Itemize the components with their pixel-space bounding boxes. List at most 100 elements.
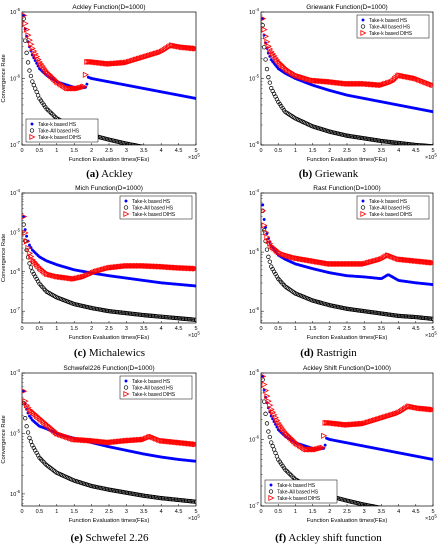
data-point bbox=[163, 263, 170, 271]
y-tick-exp: -6 bbox=[16, 489, 20, 494]
data-point bbox=[333, 79, 341, 86]
data-point bbox=[115, 60, 122, 67]
y-tick-exp: -6 bbox=[255, 435, 259, 440]
data-point bbox=[104, 439, 111, 446]
x-tick-label: 1 bbox=[55, 326, 58, 332]
data-point bbox=[110, 439, 117, 446]
data-point bbox=[270, 50, 277, 57]
data-point bbox=[392, 140, 397, 145]
data-point bbox=[170, 497, 176, 502]
data-point bbox=[278, 424, 285, 431]
data-point bbox=[85, 437, 92, 444]
data-point bbox=[407, 510, 411, 514]
data-point bbox=[62, 274, 69, 281]
data-point bbox=[26, 37, 33, 44]
data-point bbox=[182, 316, 187, 321]
data-point bbox=[377, 505, 381, 506]
data-point bbox=[186, 151, 190, 155]
data-point bbox=[410, 142, 416, 145]
data-point bbox=[163, 148, 167, 152]
legend-marker bbox=[123, 210, 130, 218]
data-point bbox=[365, 81, 372, 88]
y-tick-exp: -6 bbox=[16, 74, 20, 79]
data-point bbox=[164, 438, 171, 445]
data-point bbox=[71, 85, 78, 92]
y-axis-label: Convergence Rate bbox=[1, 415, 7, 463]
data-point bbox=[266, 254, 271, 259]
data-point bbox=[353, 260, 360, 267]
x-tick-label: 2.5 bbox=[343, 509, 351, 515]
data-point bbox=[22, 388, 28, 394]
caption-a: (a) Ackley bbox=[86, 168, 133, 180]
data-point bbox=[370, 81, 377, 88]
data-point bbox=[331, 79, 338, 86]
data-point bbox=[421, 258, 428, 265]
data-point bbox=[431, 110, 433, 114]
data-point bbox=[38, 416, 45, 423]
data-point bbox=[136, 312, 141, 317]
data-point bbox=[284, 431, 291, 438]
x-tick-label: 1 bbox=[55, 509, 58, 515]
data-point bbox=[25, 60, 31, 65]
data-point bbox=[375, 81, 382, 88]
data-point bbox=[150, 313, 156, 319]
data-point bbox=[108, 439, 115, 446]
data-point bbox=[328, 78, 335, 85]
data-point bbox=[42, 420, 49, 427]
data-point bbox=[328, 260, 335, 267]
data-point bbox=[358, 260, 365, 267]
data-point bbox=[102, 439, 110, 446]
data-point bbox=[430, 406, 433, 413]
x-tick-label: 0.5 bbox=[36, 148, 44, 154]
data-point bbox=[154, 147, 158, 151]
data-point bbox=[156, 263, 163, 270]
y-tick-exp: -4 bbox=[16, 368, 20, 373]
y-tick-label: 10-5 bbox=[10, 227, 21, 236]
data-point bbox=[139, 312, 144, 318]
data-point bbox=[401, 314, 406, 319]
data-point bbox=[312, 258, 319, 265]
y-tick-label: 10-5 bbox=[10, 428, 21, 437]
data-point bbox=[105, 60, 112, 67]
x-tick-label: 5 bbox=[431, 326, 434, 332]
data-point bbox=[164, 264, 171, 271]
data-point bbox=[122, 310, 127, 316]
legend-marker bbox=[360, 24, 366, 29]
x-tick-label: 4 bbox=[397, 326, 400, 332]
data-point bbox=[127, 142, 133, 145]
data-point bbox=[193, 441, 196, 448]
data-point bbox=[274, 56, 281, 64]
x-tick-label: 0.5 bbox=[274, 509, 282, 515]
data-point bbox=[158, 263, 166, 270]
data-point bbox=[154, 263, 161, 270]
data-point bbox=[308, 257, 315, 264]
legend-label: Take-k based DIHS bbox=[369, 212, 413, 218]
y-tick-label: 10-5 bbox=[249, 247, 260, 256]
data-point bbox=[115, 263, 122, 270]
data-point bbox=[162, 496, 167, 501]
y-tick-exp: -6 bbox=[255, 140, 259, 145]
data-point bbox=[263, 411, 268, 416]
data-point bbox=[138, 144, 142, 145]
data-point bbox=[430, 82, 433, 89]
data-point bbox=[140, 312, 146, 318]
data-point bbox=[425, 143, 430, 145]
data-point bbox=[165, 496, 170, 501]
x-tick-label: 0 bbox=[259, 509, 262, 515]
data-point bbox=[113, 438, 120, 445]
series-triangle bbox=[22, 12, 196, 92]
data-point bbox=[261, 228, 267, 233]
y-tick-exp: -5 bbox=[255, 74, 259, 79]
x-tick-label: 0.5 bbox=[274, 326, 282, 332]
data-point bbox=[134, 262, 141, 269]
data-point bbox=[165, 149, 169, 153]
data-point bbox=[411, 257, 419, 264]
x-tick-label: 0 bbox=[20, 326, 23, 332]
data-point bbox=[359, 80, 366, 87]
data-point bbox=[420, 512, 424, 516]
data-point bbox=[335, 260, 342, 267]
data-point bbox=[39, 267, 46, 274]
data-point bbox=[147, 263, 154, 270]
x-tick-label: 1 bbox=[55, 148, 58, 154]
